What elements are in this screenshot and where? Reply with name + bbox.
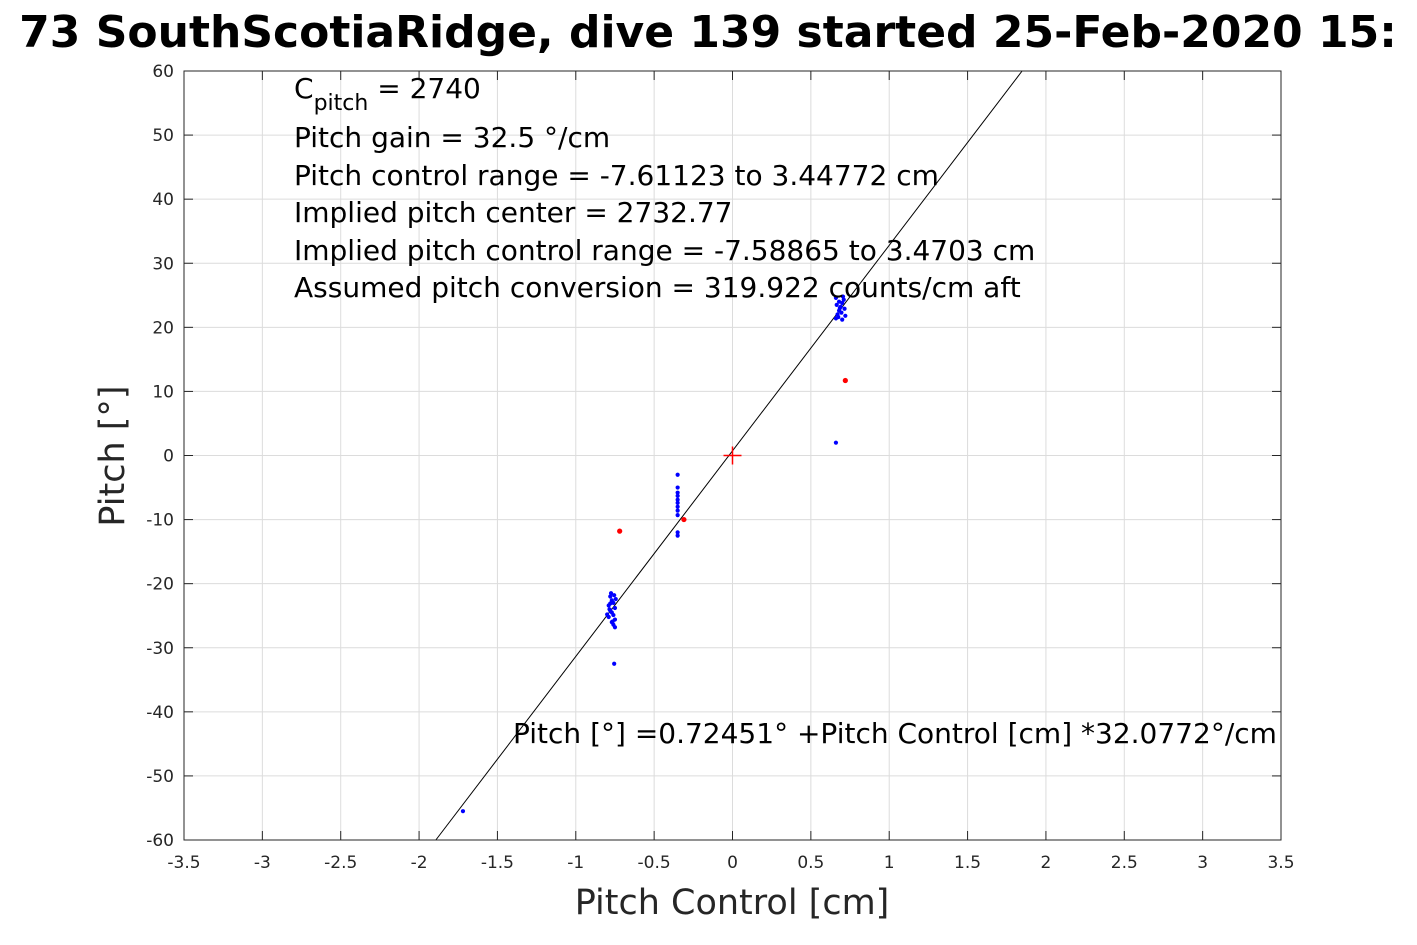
c-pitch-subscript: pitch bbox=[314, 91, 369, 116]
c-pitch-value: = 2740 bbox=[368, 72, 481, 105]
blue-data-point bbox=[833, 440, 839, 445]
y-tick-label: -20 bbox=[146, 575, 174, 595]
y-tick-label: -50 bbox=[146, 767, 174, 787]
annotation-pitch-control-range: Pitch control range = -7.61123 to 3.4477… bbox=[294, 159, 939, 192]
blue-data-point bbox=[833, 295, 839, 300]
blue-data-point bbox=[675, 500, 680, 506]
x-tick-label: 2 bbox=[1041, 853, 1052, 873]
x-tick-label: -3 bbox=[254, 853, 271, 873]
blue-data-point bbox=[612, 593, 617, 598]
blue-data-point bbox=[675, 472, 680, 477]
chart-title: 73 SouthScotiaRidge, dive 139 started 25… bbox=[19, 7, 1397, 58]
x-tick-label: -3.5 bbox=[167, 853, 200, 873]
blue-data-point bbox=[608, 601, 613, 606]
blue-data-point bbox=[675, 490, 680, 495]
annotation-pitch-gain: Pitch gain = 32.5 °/cm bbox=[294, 121, 610, 154]
blue-data-point bbox=[608, 591, 614, 596]
red-data-point bbox=[842, 377, 848, 384]
blue-data-point bbox=[675, 533, 680, 538]
blue-data-point bbox=[607, 607, 612, 612]
blue-data-point bbox=[613, 596, 618, 602]
y-tick-labels: -60 -50 -40 -30 -20 -10 0 10 20 30 40 50 60 bbox=[146, 62, 174, 851]
y-tick-label: -40 bbox=[146, 703, 174, 723]
blue-data-point bbox=[675, 530, 680, 535]
blue-data-point bbox=[843, 313, 848, 318]
y-tick-label: 60 bbox=[152, 62, 174, 82]
y-tick-label: -60 bbox=[146, 831, 174, 851]
blue-data-point bbox=[605, 612, 610, 617]
x-tick-label: -2 bbox=[411, 853, 428, 873]
blue-data-point bbox=[842, 306, 847, 311]
axis-ticks bbox=[183, 70, 1282, 841]
x-tick-label: 2.5 bbox=[1111, 853, 1138, 873]
x-tick-label: 0 bbox=[727, 853, 738, 873]
center-marker-layer bbox=[723, 446, 742, 465]
blue-data-point bbox=[675, 485, 680, 490]
x-tick-label: 3 bbox=[1197, 853, 1208, 873]
y-tick-label: -30 bbox=[146, 639, 174, 659]
blue-data-point bbox=[675, 512, 680, 518]
blue-data-point bbox=[834, 302, 839, 308]
blue-data-point bbox=[611, 600, 616, 605]
y-axis-label: Pitch [°] bbox=[93, 385, 133, 526]
annotation-implied-control-range: Implied pitch control range = -7.58865 t… bbox=[294, 234, 1035, 267]
blue-data-point bbox=[608, 594, 613, 599]
x-tick-label: -1 bbox=[567, 853, 584, 873]
blue-data-point bbox=[840, 294, 846, 299]
fit-equation-label: Pitch [°] =0.72451° +Pitch Control [cm] … bbox=[513, 717, 1277, 750]
y-tick-label: 20 bbox=[152, 318, 174, 338]
y-tick-label: 30 bbox=[152, 254, 174, 274]
x-tick-labels: -3.5 -3 -2.5 -2 -1.5 -1 -0.5 0 0.5 1 1.5 2 2.5 3 3.5 bbox=[167, 853, 1294, 873]
y-tick-label: -10 bbox=[146, 511, 174, 531]
annotation-pitch-conversion: Assumed pitch conversion = 319.922 count… bbox=[294, 271, 1021, 304]
x-tick-label: -1.5 bbox=[481, 853, 514, 873]
x-tick-label: 3.5 bbox=[1267, 853, 1294, 873]
blue-data-point bbox=[841, 297, 846, 302]
x-tick-label: -0.5 bbox=[638, 853, 671, 873]
red-data-point bbox=[617, 528, 623, 534]
y-tick-label: 10 bbox=[152, 382, 174, 402]
x-tick-label: 1 bbox=[884, 853, 895, 873]
annotation-c-pitch: Cpitch = 2740 bbox=[294, 72, 481, 116]
c-pitch-symbol: C bbox=[294, 72, 314, 105]
blue-data-point bbox=[836, 314, 841, 320]
blue-data-point bbox=[837, 306, 842, 311]
blue-data-point bbox=[839, 310, 844, 315]
y-tick-label: 0 bbox=[163, 447, 174, 467]
blue-data-point bbox=[836, 299, 842, 304]
x-tick-label: 1.5 bbox=[954, 853, 981, 873]
blue-data-point bbox=[675, 508, 680, 513]
blue-data-point bbox=[611, 612, 616, 618]
blue-data-point bbox=[612, 625, 618, 630]
blue-data-point bbox=[612, 661, 617, 666]
red-data-point bbox=[681, 516, 687, 523]
annotation-implied-pitch-center: Implied pitch center = 2732.77 bbox=[294, 196, 732, 229]
x-axis-label: Pitch Control [cm] bbox=[575, 883, 890, 923]
blue-data-point bbox=[610, 619, 615, 624]
blue-data-point bbox=[675, 493, 680, 498]
data-points bbox=[460, 294, 848, 814]
blue-data-point bbox=[675, 497, 680, 502]
blue-data-point bbox=[460, 809, 466, 814]
blue-data-point bbox=[612, 605, 618, 611]
annotation-block: Cpitch = 2740 Pitch gain = 32.5 °/cm Pit… bbox=[294, 72, 1035, 304]
y-tick-label: 50 bbox=[152, 126, 174, 146]
x-tick-label: -2.5 bbox=[324, 853, 357, 873]
x-tick-label: 0.5 bbox=[797, 853, 824, 873]
y-tick-label: 40 bbox=[152, 190, 174, 210]
blue-data-point bbox=[675, 504, 680, 509]
blue-data-point bbox=[840, 317, 845, 322]
